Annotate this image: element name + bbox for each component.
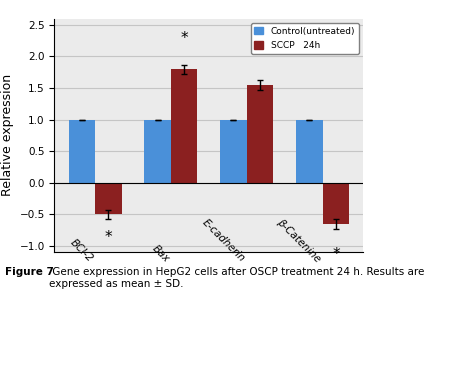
Bar bbox=[69, 119, 95, 183]
Y-axis label: Relative expression: Relative expression bbox=[1, 74, 14, 197]
Text: *: * bbox=[332, 247, 340, 262]
Text: Gene expression in HepG2 cells after OSCP treatment 24 h. Results are expressed : Gene expression in HepG2 cells after OSC… bbox=[49, 267, 425, 289]
Bar bbox=[323, 183, 349, 224]
Bar bbox=[296, 119, 323, 183]
Bar bbox=[171, 69, 197, 183]
Legend: Control(untreated), SCCP   24h: Control(untreated), SCCP 24h bbox=[251, 23, 359, 54]
Bar bbox=[220, 119, 247, 183]
Text: Figure 7: Figure 7 bbox=[5, 267, 54, 277]
Text: *: * bbox=[104, 230, 112, 245]
Bar bbox=[95, 183, 122, 214]
Bar bbox=[144, 119, 171, 183]
Text: *: * bbox=[180, 31, 188, 46]
Bar bbox=[247, 85, 273, 183]
Text: *: * bbox=[256, 43, 264, 58]
